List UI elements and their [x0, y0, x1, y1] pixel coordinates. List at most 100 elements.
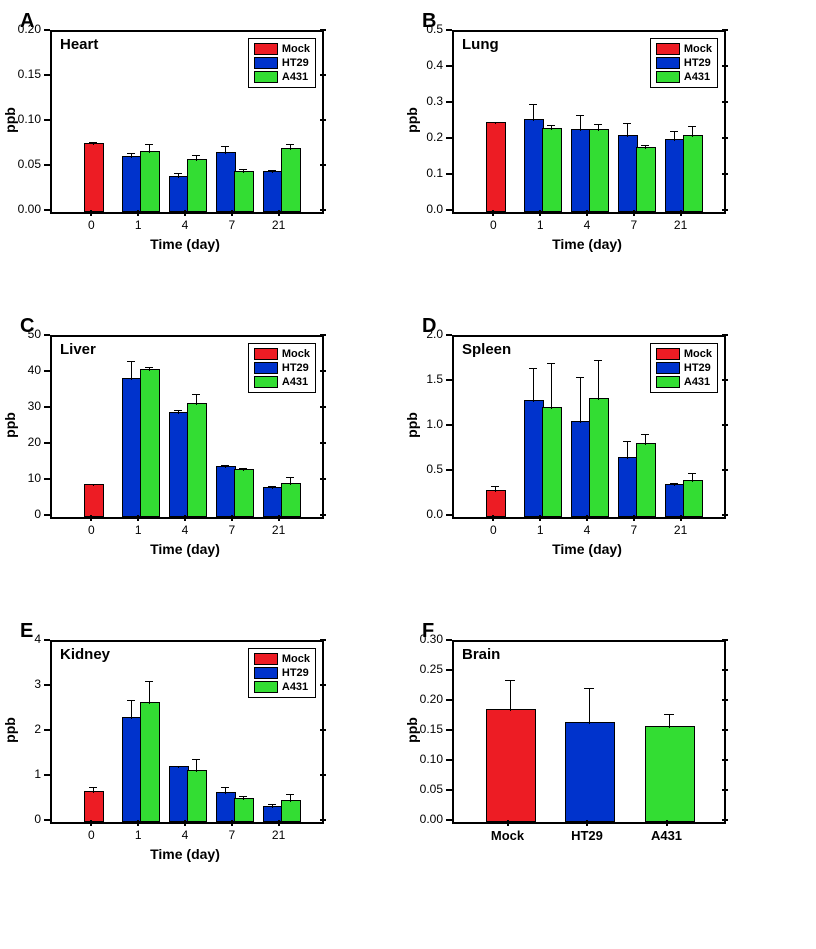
- xtick: [231, 820, 233, 826]
- legend-text: HT29: [684, 57, 711, 69]
- ytick-label: 1.5: [407, 372, 443, 386]
- xtick: [633, 515, 635, 521]
- ytick: [320, 74, 326, 76]
- ytick: [722, 639, 728, 641]
- ytick: [446, 334, 452, 336]
- ytick: [722, 819, 728, 821]
- xtick-label: 4: [165, 828, 205, 842]
- errorbar: [510, 681, 511, 711]
- errorbar-cap: [286, 477, 294, 478]
- ytick: [320, 29, 326, 31]
- xtick: [278, 210, 280, 216]
- errorbar-cap: [239, 169, 247, 170]
- ytick: [320, 334, 326, 336]
- errorbar-cap: [547, 363, 555, 364]
- ytick-label: 1: [5, 767, 41, 781]
- ytick-label: 3: [5, 677, 41, 691]
- errorbar-cap: [491, 122, 499, 123]
- xtick: [184, 820, 186, 826]
- errorbar-cap: [145, 367, 153, 368]
- bar: [169, 766, 189, 822]
- bar: [122, 717, 142, 823]
- legend-text: Mock: [282, 348, 310, 360]
- legend-row: Mock: [254, 652, 310, 666]
- legend-swatch: [656, 348, 680, 360]
- errorbar-cap: [688, 473, 696, 474]
- errorbar-cap: [641, 145, 649, 146]
- xtick: [680, 210, 682, 216]
- legend-swatch: [254, 71, 278, 83]
- bar: [263, 806, 283, 822]
- bar: [683, 480, 703, 517]
- ytick: [446, 424, 452, 426]
- legend-swatch: [254, 43, 278, 55]
- legend-swatch: [254, 667, 278, 679]
- errorbar: [627, 442, 628, 458]
- ytick-label: 4: [5, 632, 41, 646]
- errorbar: [674, 484, 675, 487]
- ytick-label: 0.4: [407, 58, 443, 72]
- ytick: [320, 442, 326, 444]
- xtick: [184, 210, 186, 216]
- bar: [140, 369, 160, 517]
- ytick-label: 0.00: [5, 202, 41, 216]
- bar: [542, 407, 562, 517]
- legend-swatch: [254, 362, 278, 374]
- bar: [486, 490, 506, 517]
- plot-F: Brain: [452, 640, 726, 824]
- bar: [263, 487, 283, 517]
- legend-row: A431: [254, 70, 310, 84]
- legend-swatch: [254, 653, 278, 665]
- ytick: [320, 729, 326, 731]
- xtick-label: 0: [71, 828, 111, 842]
- xtick: [278, 820, 280, 826]
- legend-row: A431: [254, 375, 310, 389]
- errorbar: [131, 362, 132, 380]
- plot-C: LiverMockHT29A431: [50, 335, 324, 519]
- errorbar: [290, 478, 291, 485]
- errorbar: [669, 715, 670, 729]
- errorbar-cap: [239, 796, 247, 797]
- legend-row: Mock: [656, 347, 712, 361]
- errorbar: [178, 767, 179, 768]
- errorbar: [272, 487, 273, 489]
- legend-row: HT29: [254, 56, 310, 70]
- errorbar: [495, 487, 496, 492]
- errorbar: [131, 701, 132, 718]
- legend-row: A431: [254, 680, 310, 694]
- bar: [618, 457, 638, 518]
- errorbar: [533, 369, 534, 402]
- bar: [665, 484, 685, 517]
- ytick: [446, 137, 452, 139]
- xtick: [231, 515, 233, 521]
- bar: [486, 122, 506, 212]
- errorbar-cap: [584, 688, 594, 689]
- plot-title: Brain: [462, 646, 500, 663]
- errorbar: [93, 788, 94, 793]
- bar: [234, 798, 254, 823]
- legend-text: Mock: [684, 43, 712, 55]
- legend-swatch: [656, 43, 680, 55]
- errorbar: [196, 156, 197, 161]
- xtick: [137, 210, 139, 216]
- ytick: [722, 29, 728, 31]
- xtick-label: 4: [165, 218, 205, 232]
- xtick-label: 21: [259, 828, 299, 842]
- bar: [122, 378, 142, 517]
- ytick: [44, 29, 50, 31]
- xtick-label: 7: [614, 523, 654, 537]
- errorbar-cap: [174, 410, 182, 411]
- ytick: [44, 164, 50, 166]
- legend-row: A431: [656, 375, 712, 389]
- ytick: [44, 406, 50, 408]
- errorbar: [196, 395, 197, 406]
- errorbar: [645, 435, 646, 445]
- errorbar: [225, 466, 226, 469]
- ytick-label: 0.05: [407, 782, 443, 796]
- errorbar: [131, 154, 132, 158]
- errorbar-cap: [268, 486, 276, 487]
- errorbar: [598, 125, 599, 131]
- plot-B: LungMockHT29A431: [452, 30, 726, 214]
- legend-text: HT29: [282, 667, 309, 679]
- bar: [122, 156, 142, 212]
